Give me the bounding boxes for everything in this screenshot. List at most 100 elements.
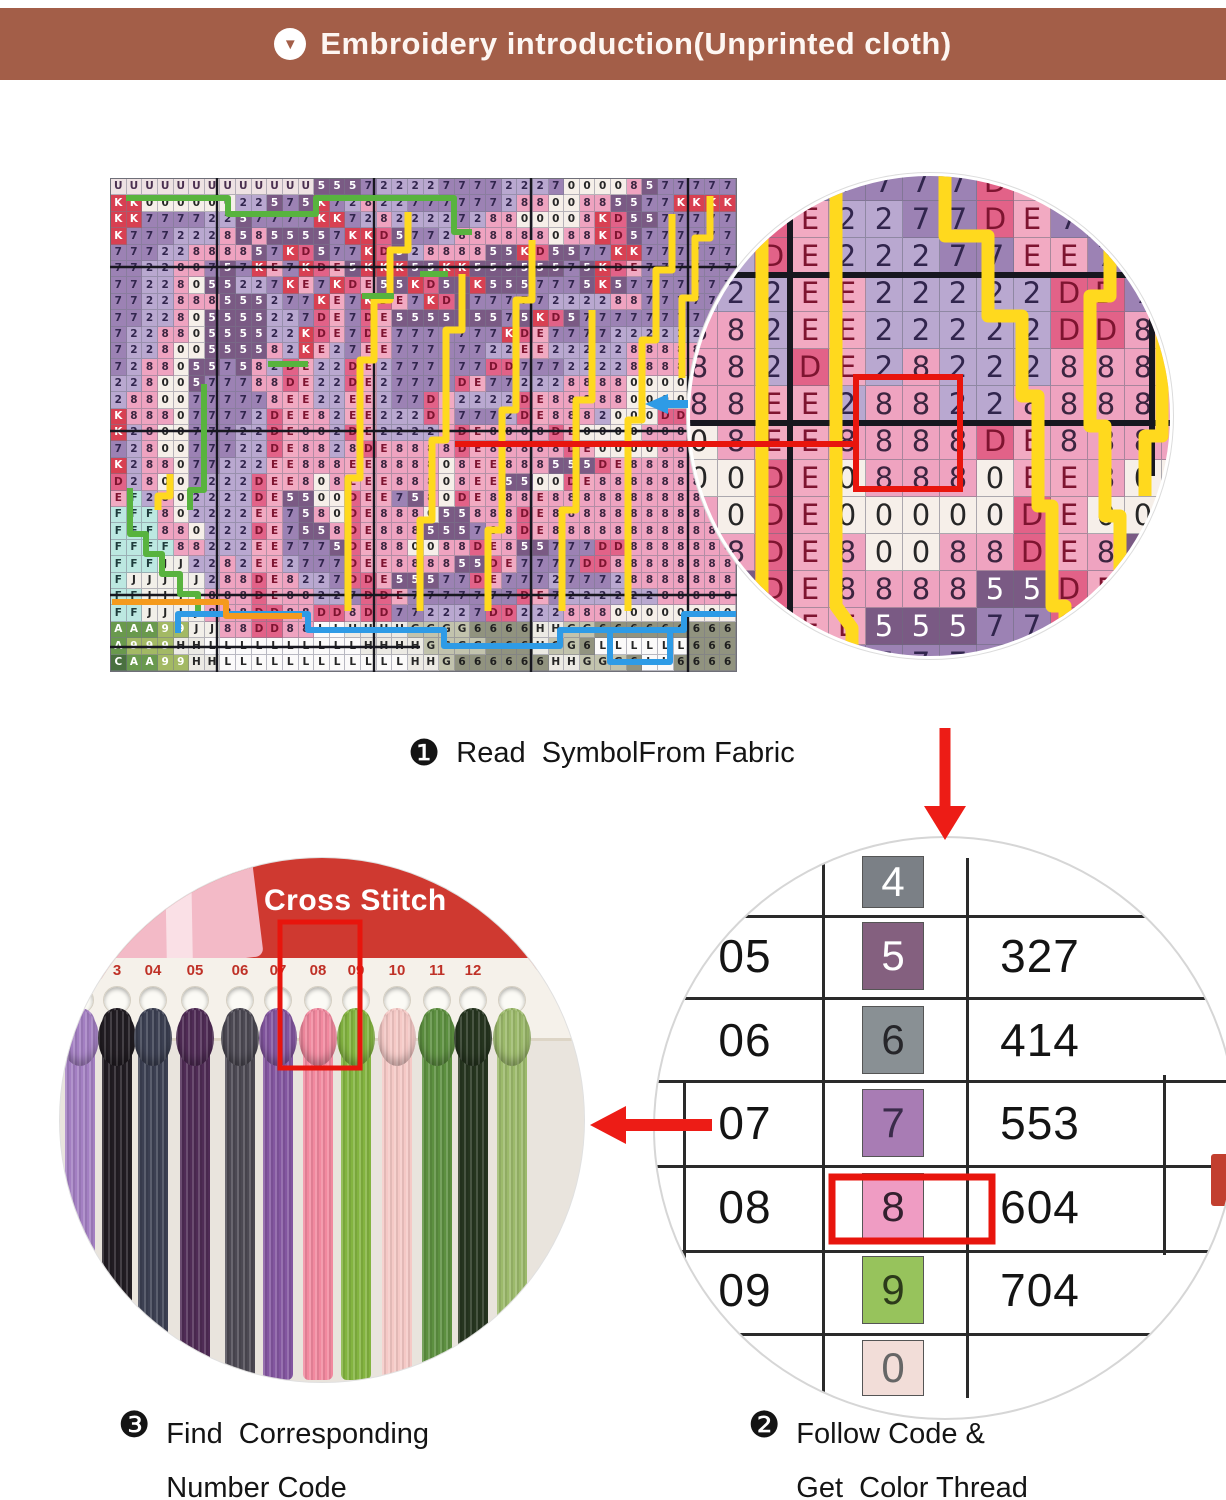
chart-cell: 8 [189,539,205,557]
chart-cell: 8 [345,441,361,458]
chart-cell: 0 [657,375,674,393]
chart-cell: 2 [407,424,424,442]
chart-cell: 8 [642,523,658,540]
chart-cell: 0 [657,605,674,622]
chart-cell: 2 [501,408,518,425]
chart-cell: 2 [142,277,158,294]
thread-skein-07 [259,1008,297,1380]
chart-cell: 8 [517,424,533,442]
step-3-badge: ❸ [118,1405,151,1446]
chart-cell: 8 [423,244,440,261]
chart-cell: 8 [220,572,236,589]
chart-cell: 8 [267,375,283,393]
chart-cell: 8 [486,490,502,507]
chart-cell: 8 [157,523,174,540]
chart-cell: 8 [267,392,283,409]
thread-card-photo-circle: Cross Stitch 3 04 05 06 07 08 09 10 11 12 [60,858,584,1382]
chart-cell: 5 [903,608,940,645]
chart-cell: E [376,474,393,491]
chart-cell: D [376,588,393,606]
chart-cell: H [189,638,205,655]
chart-cell: D [595,457,611,475]
chart-cell: 7 [486,179,502,196]
chart-cell: 8 [486,523,502,540]
thread-skein-13 [493,1008,531,1380]
chart-cell: 8 [548,392,565,409]
chart-cell: 7 [251,392,268,409]
chart-cell: 7 [345,588,361,606]
chart-cell: 8 [517,195,533,212]
chart-cell: 7 [642,244,658,261]
chart-cell: H [189,654,205,671]
step-1: ❶ Read SymbolFrom Fabric [408,736,795,772]
chart-cell: D [454,424,471,442]
chart-cell: 0 [626,605,643,622]
chart-cell: L [345,638,361,655]
chart-cell: 8 [564,506,580,524]
chart-cell: 0 [189,326,205,343]
chart-cell: 7 [1125,176,1162,201]
chart-cell: 8 [595,474,611,491]
chart-cell: 7 [866,176,903,201]
chart-cell: 8 [376,539,393,557]
chart-cell: 7 [454,195,471,212]
chart-cell: K [345,228,361,245]
chart-cell: D [251,523,268,540]
chart-cell: 5 [501,474,518,491]
chart-cell: 7 [126,228,143,245]
chart-cell: 2 [173,228,190,245]
chart-cell: 8 [657,474,674,491]
chart-cell: 7 [1051,201,1088,238]
chart-cell: 7 [298,310,315,327]
chart-cell: 8 [298,605,315,622]
chart-cell: 7 [345,326,361,343]
chart-cell: K [126,211,143,229]
chart-cell: 2 [866,238,903,275]
chart-cell: 5 [189,359,205,376]
chart-cell: 5 [439,277,455,294]
chart-cell: E [345,457,361,475]
chart-cell: 5 [298,228,315,245]
chart-cell: J [157,605,174,622]
chart-cell: 8 [501,441,518,458]
chart-cell: 5 [517,260,533,278]
chart-cell: 7 [329,244,346,261]
chart-cell: 2 [564,293,580,311]
chart-cell: 5 [329,539,346,557]
chart-cell: E [376,326,393,343]
chart-cell: 8 [423,474,440,491]
chart-cell: 2 [314,375,330,393]
chart-cell: 8 [376,506,393,524]
chart-cell: 7 [595,326,611,343]
chart-cell: 7 [977,608,1014,645]
thread-knot [98,1010,136,1066]
chart-cell: 8 [657,359,674,376]
chart-cell: 2 [486,392,502,409]
chart-cell: 8 [626,539,643,557]
chart-cell: 7 [866,645,903,656]
chart-cell: 0 [173,457,190,475]
chart-cell: 2 [718,201,755,238]
thread-knot [337,1010,375,1066]
chart-cell: L [345,654,361,671]
chart-cell: 2 [220,211,236,229]
chart-cell: J [189,588,205,606]
chart-cell: 8 [439,244,455,261]
chart-cell: 2 [236,424,252,442]
chart-cell: 2 [236,195,252,212]
chart-cell: F [126,588,143,606]
chart-cell: 7 [1125,201,1162,238]
chart-cell: D [345,506,361,524]
chart-cell: 8 [579,375,596,393]
chart-cell: 8 [673,424,690,442]
chart-cell: 0 [532,474,549,491]
chart-cell: 8 [657,506,674,524]
chart-cell: E [251,539,268,557]
chart-cell: 7 [454,211,471,229]
chart-cell: D [501,605,518,622]
chart-cell: 5 [220,326,236,343]
chart-cell: 8 [157,342,174,360]
chart-cell: K [329,277,346,294]
chart-cell: L [626,638,643,655]
chart-cell: 6 [501,621,518,639]
